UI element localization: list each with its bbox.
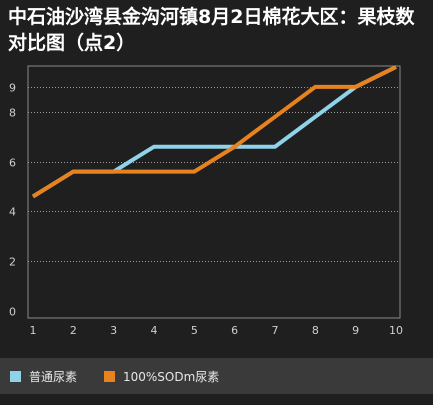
x-tick-label: 10: [389, 324, 403, 337]
legend-swatch-series-2: [104, 370, 115, 382]
x-tick-label: 9: [352, 324, 359, 337]
x-tick-label: 2: [70, 324, 77, 337]
y-tick-label: 0: [9, 306, 16, 319]
x-tick-label: 6: [231, 324, 238, 337]
legend-label-series-1: 普通尿素: [29, 369, 78, 384]
legend-label-series-2: 100%SODm尿素: [123, 369, 220, 384]
x-tick-label: 1: [30, 324, 37, 337]
legend-swatch-series-1: [10, 370, 21, 382]
y-tick-label: 9: [9, 82, 16, 95]
legend-item-series-1[interactable]: 普通尿素: [10, 358, 77, 394]
x-tick-label: 7: [272, 324, 279, 337]
legend-item-series-2[interactable]: 100%SODm尿素: [104, 358, 219, 394]
plot-frame: [27, 65, 401, 319]
x-tick-label: 5: [191, 324, 198, 337]
y-tick-label: 6: [9, 157, 16, 170]
chart-title: 中石油沙湾县金沟河镇8月2日棉花大区：果枝数对比图（点2）: [8, 6, 415, 54]
series-line-2: [31, 65, 397, 199]
x-tick-label: 8: [312, 324, 319, 337]
y-tick-label: 4: [9, 206, 16, 219]
y-tick-label: 2: [9, 256, 16, 269]
y-tick-label: 8: [9, 107, 16, 120]
legend: 普通尿素 100%SODm尿素: [0, 358, 433, 394]
x-tick-label: 3: [110, 324, 117, 337]
x-tick-label: 4: [151, 324, 158, 337]
